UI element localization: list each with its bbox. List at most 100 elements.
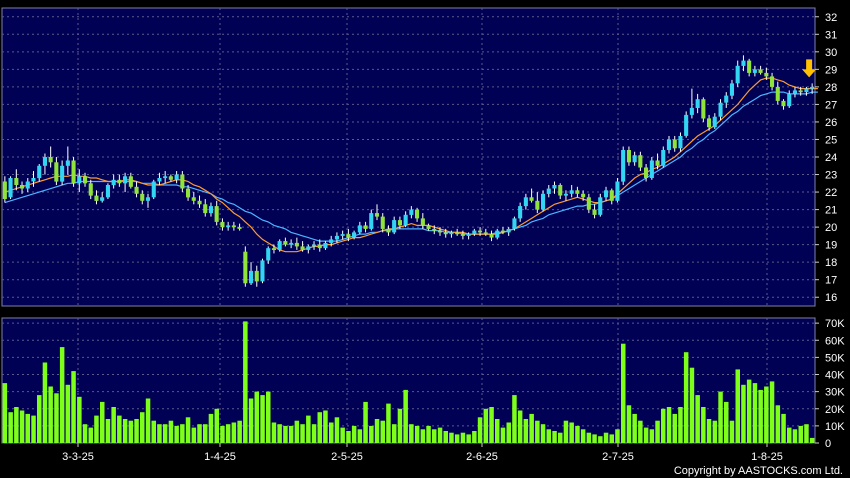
volume-bar [294,420,300,443]
candle-body [495,230,500,238]
volume-bar [746,379,752,443]
candle-body [168,176,173,180]
volume-bar [420,429,426,443]
candle-body [151,181,156,198]
volume-bar [357,429,363,443]
candle-body [260,260,265,282]
volume-bar [386,403,391,443]
candle-body [37,165,42,179]
volume-bar [638,420,643,443]
volume-bar [769,381,775,443]
volume-bar [191,427,197,443]
candle-body [638,155,643,168]
volume-bar [506,422,511,443]
volume-bar [174,425,179,443]
candle-body [798,90,803,93]
candle-body [666,139,671,150]
candle-body [672,139,677,149]
candle-body [134,186,139,194]
volume-bar [288,425,294,443]
candle-body [283,241,288,245]
candle-body [14,178,19,185]
price-tick-label: 30 [825,47,837,59]
candle-body [609,190,614,201]
candle-body [747,60,752,73]
candle-body [684,114,689,136]
candle-body [352,232,357,238]
price-tick-label: 16 [825,292,837,304]
price-tick-label: 28 [825,82,837,94]
moving-average-short-line [4,77,818,253]
candle-body [724,95,729,103]
volume-tick-label: 50K [825,352,845,364]
volume-bar [82,424,88,443]
candle-body [569,190,574,194]
candle-body [781,100,786,107]
price-tick-label: 25 [825,134,837,146]
volume-bar [403,389,408,443]
candle-body [558,185,563,196]
volume-bar [128,420,134,443]
volume-bar [460,432,466,443]
candle-body [294,242,299,247]
candle-body [197,200,202,205]
candle-body [380,216,385,229]
volume-bar [569,422,574,443]
candle-body [157,178,162,182]
volume-bar [575,425,580,443]
volume-bar [695,395,700,443]
volume-bar [477,417,483,443]
price-tick-label: 26 [825,117,837,129]
price-tick-label: 27 [825,99,837,111]
volume-bar [2,383,8,443]
volume-bar [306,415,311,443]
candle-body [478,230,483,233]
volume-bar [649,429,655,443]
volume-bar [724,401,729,443]
candle-body [420,218,425,226]
candle-body [300,246,305,250]
volume-tick-label: 40K [825,370,845,382]
candle-body [357,225,362,233]
candle-body [123,176,128,184]
volume-bar [42,362,48,443]
volume-bar [586,432,592,443]
candle-body [403,214,408,226]
volume-bar [300,424,305,443]
candle-body [231,225,236,228]
volume-bar [329,422,334,443]
volume-bar [117,415,122,443]
candle-body [695,99,700,108]
volume-bar [94,415,99,443]
volume-bar [397,408,403,443]
candle-body [254,270,259,282]
volume-bar [8,412,13,443]
volume-bar [472,431,477,443]
volume-bar [454,434,460,443]
volume-bar [311,424,317,443]
volume-bar [334,417,340,443]
volume-bar [540,424,546,443]
candle-body [369,213,374,229]
x-tick-label: 2-7-25 [602,451,634,463]
candle-body [83,176,88,184]
volume-bar [283,425,288,443]
volume-bar [512,395,517,443]
candle-body [529,197,534,201]
candle-body [71,160,76,184]
candle-body [42,157,47,166]
volume-bar [718,391,723,443]
volume-bar [706,419,712,443]
volume-bar [31,415,36,443]
volume-bar [323,410,328,443]
x-tick-label: 3-3-25 [62,451,94,463]
candle-body [615,181,620,201]
volume-bar [672,413,677,443]
candle-body [712,116,717,128]
candle-body [25,181,30,189]
volume-bar [495,419,500,443]
candle-body [340,234,345,236]
volume-bar [48,386,53,443]
candle-body [140,193,145,201]
volume-bar [798,425,803,443]
